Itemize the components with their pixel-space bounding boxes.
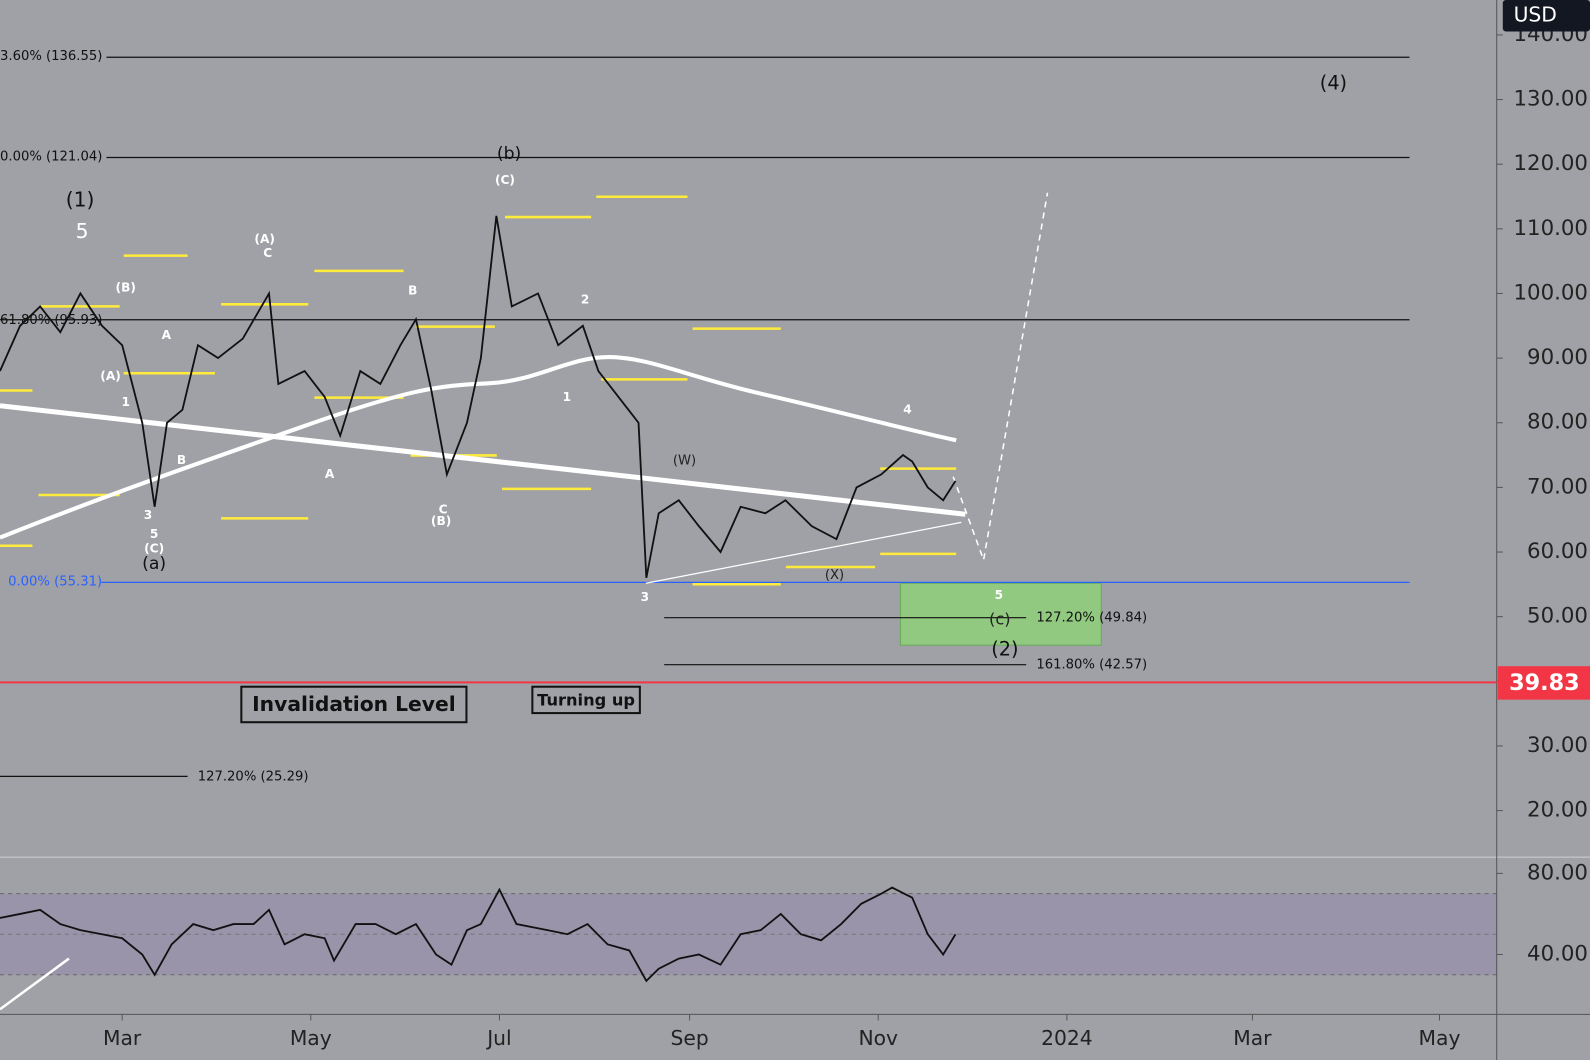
wave-label: 5 [995,588,1003,602]
note-box [240,685,468,724]
fib-label: 127.20% (49.84) [1036,611,1147,626]
wave-label: 4 [903,402,911,416]
wave-label: (2) [991,638,1018,661]
x-tick-label: May [1419,1026,1461,1050]
wave-label: (B) [116,281,136,295]
y-tick-label: 90.00 [1527,345,1588,370]
x-tick-label: Jul [485,1026,511,1050]
wave-label: (b) [497,144,521,164]
wave-label: (c) [989,609,1011,628]
wave-label: B [177,453,186,467]
currency-box [1502,0,1590,32]
wave-label: (A) [100,369,121,383]
wave-label: 3 [641,590,649,604]
note-text: Invalidation Level [252,692,455,716]
y-tick-label: 50.00 [1527,604,1588,629]
wave-label: A [162,328,172,342]
moving-average [0,355,957,540]
price-tag [1497,666,1590,700]
wave-label: A [325,467,335,481]
wave-label: (W) [673,454,696,469]
fib-label: 0.00% (55.31) [8,574,102,589]
wave-label: C [439,503,448,517]
wave-label: (1) [66,187,95,211]
fib-label: 0.00% (121.04) [0,149,102,164]
price-line [0,215,957,579]
trend-line [645,521,962,584]
wave-label: 2 [581,293,589,307]
x-tick-label: Nov [858,1026,898,1050]
currency: USD [1514,3,1557,27]
fib-label: 161.80% (42.57) [1036,658,1147,673]
note-box [531,685,641,715]
y-tick-label: 30.00 [1527,733,1588,758]
price-tag-label: 39.83 [1509,670,1580,696]
x-tick-label: May [290,1026,332,1050]
note-text: Turning up [537,690,635,709]
x-tick-label: Sep [671,1026,709,1050]
rsi-trend [0,957,70,1011]
wave-label: (C) [495,173,515,187]
y-tick-label: 120.00 [1514,151,1588,176]
wave-label: C [263,246,272,260]
projection [952,192,1049,563]
target-zone [899,582,1102,646]
y-tick-label: 80.00 [1527,860,1588,885]
fib-label: 127.20% (25.29) [198,769,309,784]
wave-label: 5 [76,219,89,243]
wave-label: (C) [144,541,164,555]
x-tick-label: Mar [103,1026,142,1050]
x-tick-label: 2024 [1041,1026,1093,1050]
wave-label: (X) [825,568,844,583]
y-tick-label: 110.00 [1514,216,1588,241]
y-tick-label: 60.00 [1527,539,1588,564]
price-line [0,886,957,983]
wave-label: (A) [254,232,275,246]
x-tick-label: Mar [1233,1026,1272,1050]
wave-label: (4) [1320,72,1347,95]
wave-label: 1 [122,395,130,409]
y-tick-label: 40.00 [1527,942,1588,967]
y-tick-label: 130.00 [1514,87,1588,112]
wave-label: (a) [142,554,166,574]
trend-line [0,403,966,517]
y-tick-label: 70.00 [1527,474,1588,499]
wave-label: 5 [150,527,158,541]
y-tick-label: 100.00 [1514,280,1588,305]
fib-label: 3.60% (136.55) [0,49,102,64]
y-tick-label: 20.00 [1527,798,1588,823]
wave-label: 1 [563,390,571,404]
y-tick-label: 80.00 [1527,410,1588,435]
wave-label: 3 [144,508,152,522]
wave-label: (B) [431,514,451,528]
wave-label: B [408,284,417,298]
